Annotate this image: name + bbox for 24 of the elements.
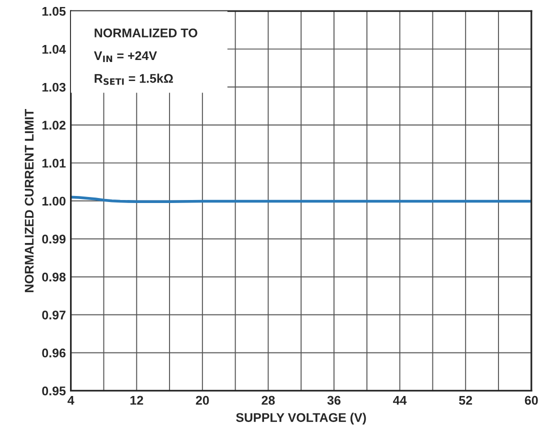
- y-tick-label: 1.01: [42, 158, 66, 168]
- y-tick-label: 0.97: [42, 310, 66, 320]
- x-tick-label: 12: [130, 396, 144, 405]
- annotation: NORMALIZED TO: [94, 28, 198, 38]
- x-tick-label: 28: [262, 396, 275, 405]
- y-tick-label: 1.05: [42, 6, 66, 16]
- x-tick-label: 60: [524, 396, 538, 405]
- x-tick-label: 36: [327, 396, 341, 405]
- x-tick-label: 4: [68, 396, 74, 405]
- y-tick-label: 1.04: [42, 44, 66, 54]
- y-axis-title: NORMALIZED CURRENT LIMIT: [24, 109, 34, 292]
- annotation: V$_{IN}$ = +24V: [94, 51, 157, 62]
- x-axis-title: SUPPLY VOLTAGE (V): [236, 412, 366, 424]
- y-tick-label: 0.99: [42, 234, 66, 244]
- x-tick-label: 44: [393, 396, 407, 405]
- y-tick-label: 1.00: [42, 196, 66, 206]
- y-tick-label: 1.03: [42, 82, 66, 92]
- y-tick-label: 0.98: [42, 272, 66, 282]
- y-tick-label: 0.96: [42, 348, 66, 358]
- y-tick-label: 1.02: [42, 120, 66, 130]
- x-tick-label: 20: [196, 396, 209, 405]
- y-tick-label: 0.95: [42, 386, 66, 396]
- annotation: R$_{SETI}$ = 1.5kΩ: [94, 74, 173, 85]
- x-tick-label: 52: [459, 396, 472, 405]
